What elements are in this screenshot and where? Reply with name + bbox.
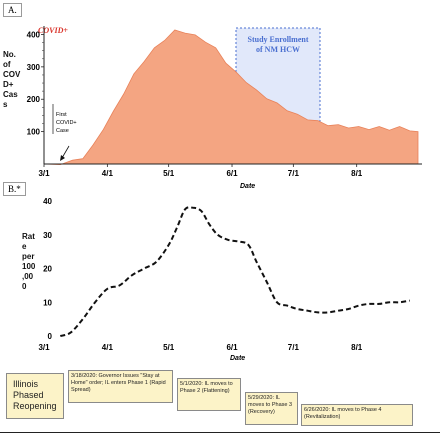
panel-b-ylabel-line: e <box>22 242 27 251</box>
panel-a-y-tick-label: 100 <box>27 128 41 137</box>
panel-a-y-tick-label: 400 <box>27 30 41 39</box>
panel-b-x-tick-label: 5/1 <box>163 343 175 352</box>
study-enrollment-label-line-1: Study Enrollment <box>248 35 309 44</box>
panel-a-x-tick-label: 7/1 <box>288 169 300 178</box>
panel-a-y-tick-label: 200 <box>27 95 41 104</box>
panel-a-x-tick-label: 6/1 <box>226 169 238 178</box>
panel-b-x-tick-label: 3/1 <box>38 343 50 352</box>
panel-a-label: A. <box>3 3 22 17</box>
panel-b-plot: 0 10 20 30 40 3/1 4/1 5/1 6/1 7/1 8/1 <box>38 197 410 352</box>
phase-box-4: 6/26/2020: IL moves to Phase 4 (Revitali… <box>301 404 413 426</box>
panel-a-ylabel-line: D+ <box>3 80 14 89</box>
panel-b-y-tick-label: 30 <box>43 231 52 240</box>
panel-a-ylabel-line: s <box>3 100 8 109</box>
panel-b-x-tick-label: 4/1 <box>102 343 114 352</box>
panel-a-x-tick-label: 8/1 <box>351 169 363 178</box>
panel-b-x-tick-label: 6/1 <box>226 343 238 352</box>
panel-b-ylabel-line: ,00 <box>22 272 34 281</box>
first-case-arrowhead <box>60 155 65 161</box>
first-case-label-line-2: COVID+ <box>56 120 77 126</box>
panel-b-ylabel-line: 0 <box>22 282 27 291</box>
panel-b-x-tick-label: 7/1 <box>288 343 300 352</box>
panel-a-ylabel-line: of <box>3 60 11 69</box>
panel-b-rate-line <box>59 206 410 337</box>
panel-b-label: B.* <box>3 182 26 196</box>
panel-b-xlabel: Date <box>230 355 245 362</box>
panel-b-ylabel-line: per <box>22 252 35 261</box>
phase-box-2: 5/1/2020: IL moves to Phase 2 (Flattenin… <box>177 378 241 411</box>
panel-b-y-tick-label: 20 <box>43 265 52 274</box>
panel-a-series-label: COVID+ <box>38 26 68 35</box>
panel-b-y-tick-label: 40 <box>43 197 52 206</box>
first-case-label-line-1: First <box>56 112 67 118</box>
phase-box-illinois: Illinois Phased Reopening <box>6 373 64 419</box>
panel-a-x-tick-label: 5/1 <box>163 169 175 178</box>
panel-a-ylabel-line: Cas <box>3 90 18 99</box>
panel-a-ylabel: No. of COV D+ Cas s <box>3 50 20 110</box>
panel-b-ylabel-line: Rat <box>22 232 35 241</box>
panel-a-ylabel-line: No. <box>3 50 16 59</box>
panel-b-ylabel-line: 100 <box>22 262 36 271</box>
panel-b-x-tick-label: 8/1 <box>351 343 363 352</box>
panel-a-plot: 100 200 300 400 3/1 4/1 5/1 6/1 7/1 8/1 <box>27 26 422 178</box>
phase-box-1: 3/18/2020: Governor Issues "Stay at Home… <box>68 370 173 403</box>
first-case-arrow <box>61 145 70 159</box>
panel-b-y-tick-label: 10 <box>43 298 52 307</box>
panel-a-area <box>43 29 419 166</box>
panel-a-x-tick-label: 4/1 <box>102 169 114 178</box>
study-enrollment-label-line-2: of NM HCW <box>256 45 300 54</box>
phase-box-3: 5/29/2020: IL moves to Phase 3 (Recovery… <box>245 392 298 425</box>
bottom-rule <box>0 432 440 433</box>
panel-b-y-tick-label: 0 <box>48 332 53 341</box>
panel-a-x-tick-label: 3/1 <box>38 169 50 178</box>
panel-a-xlabel: Date <box>240 183 255 190</box>
first-case-annotation: First COVID+ Case <box>52 104 77 161</box>
first-case-label-line-3: Case <box>56 128 69 134</box>
panel-b-ylabel: Rat e per 100 ,00 0 <box>22 232 35 292</box>
panel-a-y-tick-label: 300 <box>27 63 41 72</box>
panel-a-ylabel-line: COV <box>3 70 21 79</box>
